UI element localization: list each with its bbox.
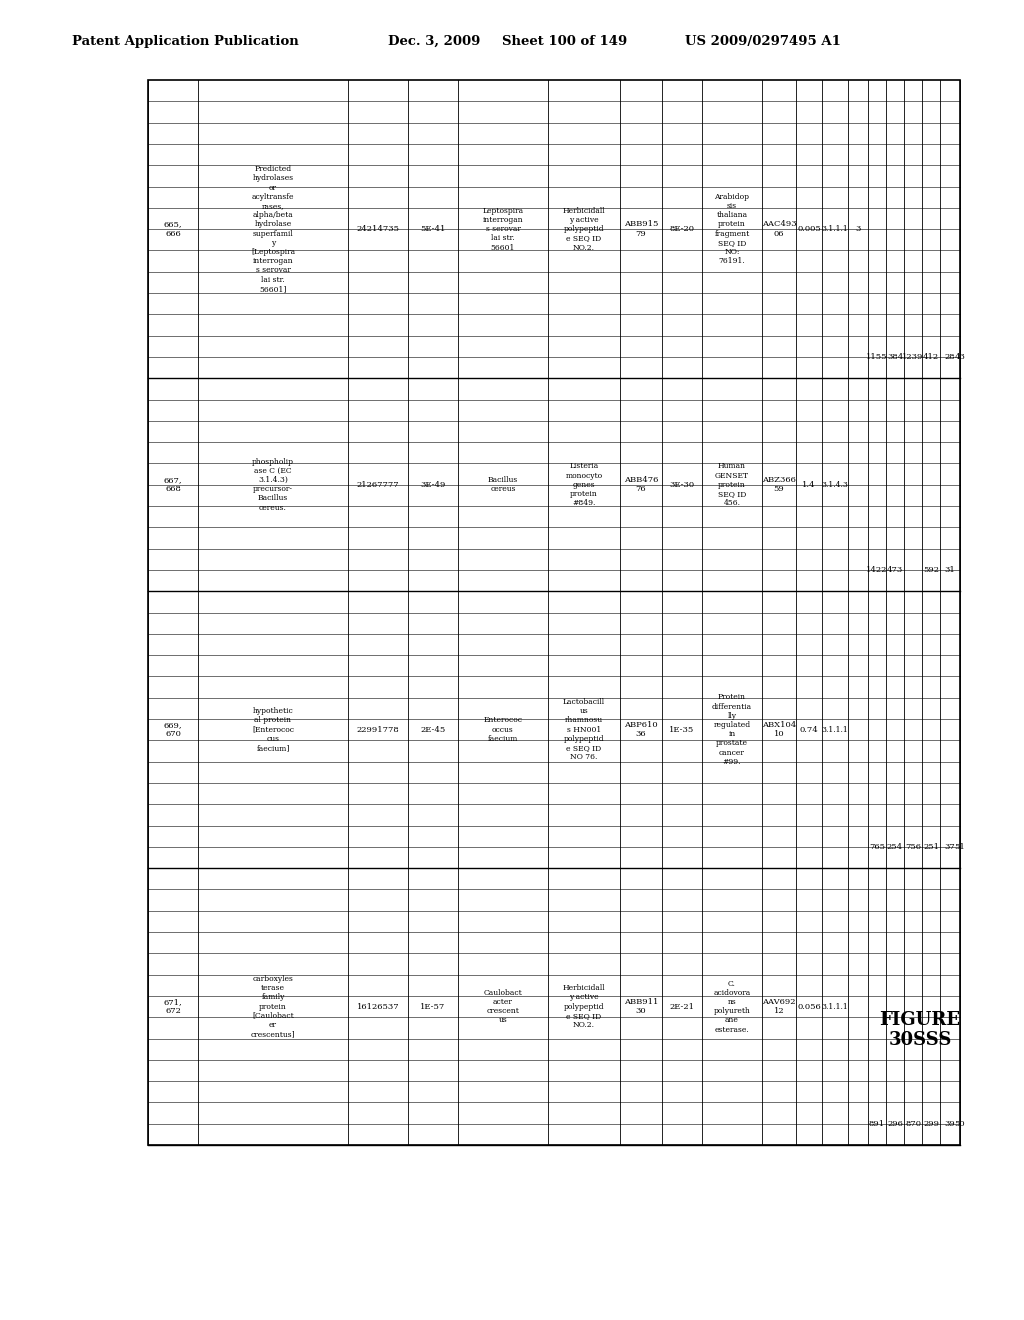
Text: 251: 251: [923, 842, 939, 851]
Text: 37: 37: [944, 842, 955, 851]
Text: 43: 43: [954, 352, 966, 360]
Text: 671,
672: 671, 672: [164, 998, 182, 1015]
Text: 765: 765: [869, 842, 885, 851]
Text: 22991778: 22991778: [356, 726, 399, 734]
Text: Bacillus
cereus: Bacillus cereus: [487, 477, 518, 494]
Text: 3: 3: [855, 226, 861, 234]
Text: 254: 254: [887, 842, 903, 851]
Text: AAC493
06: AAC493 06: [762, 220, 797, 238]
Text: 1239: 1239: [902, 352, 924, 360]
Text: ABB476
76: ABB476 76: [624, 477, 658, 494]
Text: 299: 299: [923, 1119, 939, 1127]
Text: hypothetic
al protein
[Enterococ
cus
faecium]: hypothetic al protein [Enterococ cus fae…: [252, 708, 294, 752]
Text: 669,
670: 669, 670: [164, 721, 182, 738]
Text: 592: 592: [923, 566, 939, 574]
Text: Predicted
hydrolases
or
acyltransfe
rases,
alpha/beta
hydrolase
superfamil
y
[Le: Predicted hydrolases or acyltransfe rase…: [251, 165, 295, 293]
Text: 5E-41: 5E-41: [420, 226, 445, 234]
Text: 0.005: 0.005: [797, 226, 821, 234]
Text: 3.1.4.3: 3.1.4.3: [821, 480, 849, 488]
Text: 3E-49: 3E-49: [420, 480, 445, 488]
Text: 2E-21: 2E-21: [670, 1003, 694, 1011]
Text: 24214735: 24214735: [356, 226, 399, 234]
Text: Herbicidall
y active
polypeptid
e SEQ ID
NO.2.: Herbicidall y active polypeptid e SEQ ID…: [562, 207, 605, 252]
Text: 296: 296: [887, 1119, 903, 1127]
Text: 16126537: 16126537: [356, 1003, 399, 1011]
Text: Human
GENSET
protein
SEQ ID
456.: Human GENSET protein SEQ ID 456.: [715, 462, 750, 507]
Text: 51: 51: [954, 842, 966, 851]
Text: 0.056: 0.056: [797, 1003, 821, 1011]
Text: Leptospira
interrogan
s serovar
lai str.
56601: Leptospira interrogan s serovar lai str.…: [482, 207, 523, 252]
Text: carboxyles
terase
family
protein
[Caulobact
er
crescentus]: carboxyles terase family protein [Caulob…: [251, 975, 295, 1038]
Text: 3.1.1.1: 3.1.1.1: [821, 1003, 848, 1011]
Text: Dec. 3, 2009: Dec. 3, 2009: [388, 36, 480, 48]
Text: AAV692
12: AAV692 12: [762, 998, 796, 1015]
Text: phospholip
ase C (EC
3.1.4.3)
precursor-
Bacillus
cereus.: phospholip ase C (EC 3.1.4.3) precursor-…: [252, 458, 294, 512]
Text: 3.1.1.1: 3.1.1.1: [821, 226, 848, 234]
Text: Protein
differentia
lly
regulated
in
prostate
cancer
#99.: Protein differentia lly regulated in pro…: [712, 693, 752, 766]
Text: 3.1.1.1: 3.1.1.1: [821, 726, 848, 734]
Text: Sheet 100 of 149: Sheet 100 of 149: [502, 36, 628, 48]
Text: ABB915
79: ABB915 79: [624, 220, 658, 238]
Text: 50: 50: [954, 1119, 966, 1127]
Text: 756: 756: [905, 842, 921, 851]
Text: 1.4: 1.4: [802, 480, 816, 488]
Text: Caulobact
acter
crescent
us: Caulobact acter crescent us: [483, 989, 522, 1024]
Text: ABP610
36: ABP610 36: [625, 721, 657, 738]
Text: ABX104
10: ABX104 10: [762, 721, 796, 738]
Text: 1422: 1422: [866, 566, 888, 574]
Text: Listeria
monocyto
genes
protein
#849.: Listeria monocyto genes protein #849.: [565, 462, 602, 507]
Text: Lactobacill
us
rhamnosu
s HN001
polypeptid
e SEQ ID
NO 76.: Lactobacill us rhamnosu s HN001 polypept…: [563, 698, 605, 762]
Text: Herbicidall
y active
polypeptid
e SEQ ID
NO.2.: Herbicidall y active polypeptid e SEQ ID…: [562, 985, 605, 1030]
Text: US 2009/0297495 A1: US 2009/0297495 A1: [685, 36, 841, 48]
Text: 28: 28: [945, 352, 955, 360]
Bar: [148, 81, 961, 1144]
Text: 39: 39: [944, 1119, 955, 1127]
Text: 473: 473: [887, 566, 903, 574]
Text: 667,
668: 667, 668: [164, 477, 182, 494]
Text: 870: 870: [905, 1119, 921, 1127]
Text: ABZ366
59: ABZ366 59: [762, 477, 796, 494]
Text: 3E-30: 3E-30: [670, 480, 694, 488]
Text: FIGURE
30SSS: FIGURE 30SSS: [880, 1011, 961, 1049]
Text: 891: 891: [869, 1119, 885, 1127]
Text: Enterococ
occus
faecium: Enterococ occus faecium: [483, 717, 522, 743]
Text: 0.74: 0.74: [800, 726, 818, 734]
Text: 384: 384: [887, 352, 903, 360]
Text: 1155: 1155: [866, 352, 888, 360]
Text: Arabidop
sis
thaliana
protein
fragment
SEQ ID
NO:
76191.: Arabidop sis thaliana protein fragment S…: [715, 193, 750, 265]
Text: 2E-45: 2E-45: [421, 726, 445, 734]
Text: 8E-20: 8E-20: [670, 226, 694, 234]
Text: 412: 412: [923, 352, 939, 360]
Text: 665,
666: 665, 666: [164, 220, 182, 238]
Text: ABB911
30: ABB911 30: [624, 998, 658, 1015]
Text: 21267777: 21267777: [356, 480, 399, 488]
Text: C.
acidovora
ns
polyureth
ane
esterase.: C. acidovora ns polyureth ane esterase.: [714, 979, 751, 1034]
Text: 31: 31: [944, 566, 955, 574]
Text: Patent Application Publication: Patent Application Publication: [72, 36, 299, 48]
Text: 1E-35: 1E-35: [670, 726, 694, 734]
Text: 1E-57: 1E-57: [421, 1003, 445, 1011]
